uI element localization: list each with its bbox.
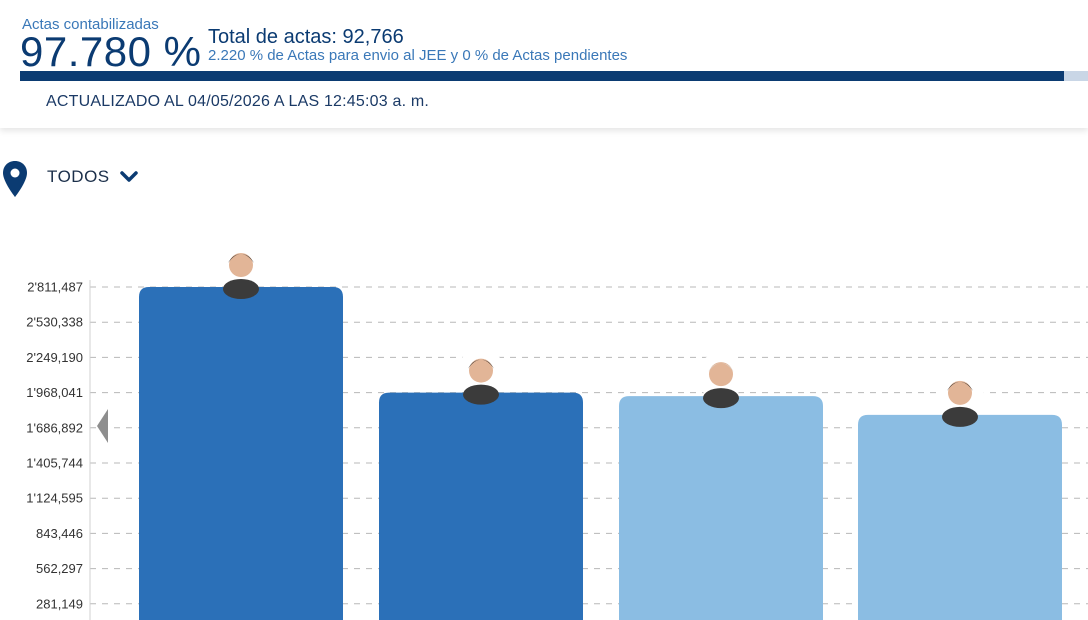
total-actas: Total de actas: 92,766: [208, 26, 404, 48]
candidate-avatar: [697, 352, 745, 409]
y-tick-label: 843,446: [36, 526, 83, 541]
avatar-shoulders: [463, 384, 499, 405]
avatar-face: [709, 362, 733, 387]
avatar-hair: [228, 254, 254, 263]
candidate-avatar: [936, 370, 984, 427]
y-tick-label: 1'686,892: [26, 420, 83, 435]
avatar-face: [948, 380, 972, 405]
y-tick-label: 2'811,487: [27, 280, 83, 295]
chevron-down-icon[interactable]: [120, 170, 138, 184]
y-tick-label: 562,297: [36, 561, 83, 576]
avatar-shoulders: [703, 388, 739, 409]
counted-progress-fill: [20, 71, 1065, 81]
updated-timestamp: ACTUALIZADO AL 04/05/2026 A LAS 12:45:03…: [46, 93, 430, 110]
avatar-face: [469, 358, 493, 383]
avatar-shoulders: [223, 279, 259, 299]
avatar-hair: [708, 363, 734, 373]
scroll-left-arrow[interactable]: [97, 409, 108, 443]
y-tick-label: 2'249,190: [26, 350, 83, 365]
candidate-avatar: [217, 243, 265, 299]
actas-subtitle: 2.220 % de Actas para envio al JEE y 0 %…: [208, 47, 628, 64]
candidate-bar: [139, 287, 343, 620]
candidate-avatar: [457, 348, 505, 405]
avatar-shoulders: [942, 406, 978, 427]
counted-progress-bar: [20, 71, 1088, 81]
candidate-bar: [858, 414, 1062, 620]
y-tick-label: 1'124,595: [26, 491, 83, 506]
avatar-face: [229, 253, 253, 277]
region-selector-label: TODOS: [47, 167, 110, 186]
y-tick-label: 2'530,338: [26, 315, 83, 330]
candidate-bar: [379, 392, 583, 620]
y-tick-label: 281,149: [36, 596, 83, 611]
candidate-bar: [619, 396, 823, 620]
y-tick-label: 1'405,744: [26, 455, 83, 470]
results-header: Actas contabilizadas 97.780 % Total de a…: [0, 0, 1088, 128]
avatar-hair: [468, 359, 494, 369]
counted-percentage: 97.780 %: [20, 28, 202, 75]
y-tick-label: 1'968,041: [26, 385, 83, 400]
counted-label: Actas contabilizadas: [22, 16, 159, 33]
location-pin-icon: [3, 161, 27, 197]
avatar-hair: [947, 381, 973, 391]
